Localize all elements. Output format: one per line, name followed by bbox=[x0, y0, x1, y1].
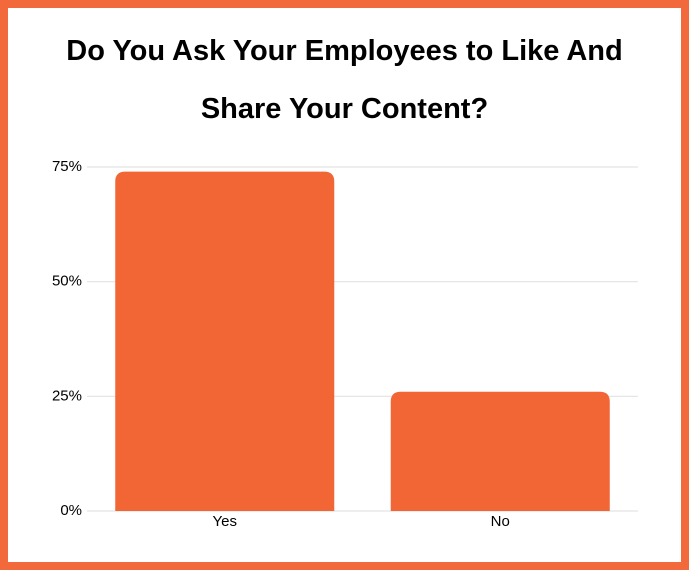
x-tick-label: No bbox=[491, 513, 510, 530]
chart-title: Do You Ask Your Employees to Like And Sh… bbox=[66, 35, 623, 125]
y-tick-label: 25% bbox=[52, 387, 82, 404]
y-tick-label: 50% bbox=[52, 273, 82, 290]
y-tick-label: 75% bbox=[52, 158, 82, 175]
x-tick-label: Yes bbox=[213, 513, 237, 530]
y-tick-label: 0% bbox=[60, 502, 82, 519]
bar bbox=[390, 391, 610, 511]
bar bbox=[115, 171, 335, 511]
